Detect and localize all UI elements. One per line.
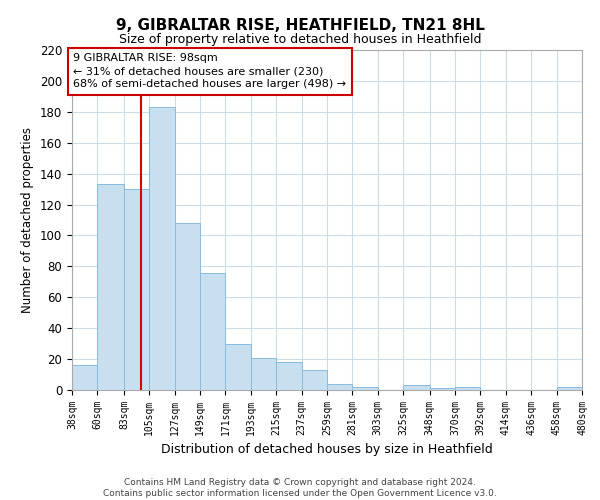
Bar <box>327 384 352 390</box>
Bar <box>251 358 276 390</box>
Bar <box>557 387 582 390</box>
X-axis label: Distribution of detached houses by size in Heathfield: Distribution of detached houses by size … <box>161 444 493 456</box>
Bar <box>352 387 378 390</box>
Bar <box>430 388 455 390</box>
Bar <box>455 387 481 390</box>
Text: Contains HM Land Registry data © Crown copyright and database right 2024.
Contai: Contains HM Land Registry data © Crown c… <box>103 478 497 498</box>
Text: 9 GIBRALTAR RISE: 98sqm
← 31% of detached houses are smaller (230)
68% of semi-d: 9 GIBRALTAR RISE: 98sqm ← 31% of detache… <box>73 53 346 90</box>
Bar <box>149 107 175 390</box>
Text: Size of property relative to detached houses in Heathfield: Size of property relative to detached ho… <box>119 32 481 46</box>
Bar <box>403 386 430 390</box>
Bar <box>72 366 97 390</box>
Y-axis label: Number of detached properties: Number of detached properties <box>22 127 34 313</box>
Bar <box>302 370 327 390</box>
Text: 9, GIBRALTAR RISE, HEATHFIELD, TN21 8HL: 9, GIBRALTAR RISE, HEATHFIELD, TN21 8HL <box>116 18 484 32</box>
Bar <box>276 362 302 390</box>
Bar <box>226 344 251 390</box>
Bar <box>200 272 226 390</box>
Bar <box>124 189 149 390</box>
Bar <box>175 223 200 390</box>
Bar <box>97 184 124 390</box>
